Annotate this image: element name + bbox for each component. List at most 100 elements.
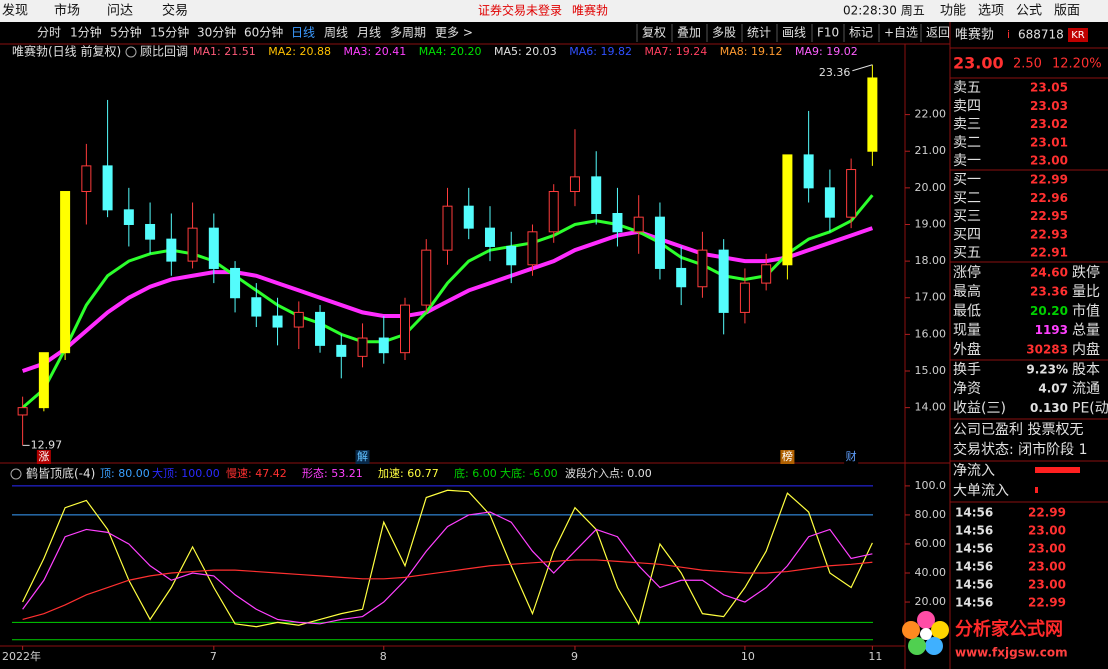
y-tick-label: 22.00	[915, 108, 947, 121]
period-tab[interactable]: 多周期	[390, 26, 426, 40]
ma-legend: MA3: 20.41	[344, 45, 407, 58]
indicator-line	[22, 489, 873, 628]
ma-legend: MA6: 19.82	[569, 45, 632, 58]
menu-item[interactable]: 版面	[1054, 4, 1080, 19]
candle-body	[81, 165, 92, 193]
indicator-legend: 波段介入点: 0.00	[565, 466, 652, 480]
order-price: 22.91	[1030, 246, 1068, 260]
menu-item[interactable]: 市场	[54, 3, 80, 19]
candle-body	[251, 297, 262, 317]
stock-badge: KR	[1071, 30, 1085, 41]
order-price: 23.00	[1030, 154, 1068, 168]
menu-item[interactable]: 选项	[978, 4, 1004, 19]
period-tab[interactable]: 周线	[324, 26, 348, 40]
event-marker[interactable]: 财	[846, 449, 857, 463]
y-tick-label: 18.00	[915, 254, 947, 267]
event-marker-box	[355, 450, 370, 464]
candle-body	[166, 238, 177, 262]
trade-price: 22.99	[1028, 506, 1066, 520]
event-marker[interactable]: 榜	[782, 449, 793, 463]
indicator-icon	[125, 46, 137, 58]
event-marker[interactable]: 解	[357, 449, 368, 463]
stat-label: 股本	[1072, 362, 1100, 378]
indicator-legend: 形态: 53.21	[302, 467, 363, 480]
stat-value: 24.60	[1030, 266, 1068, 280]
trade-price: 23.00	[1028, 524, 1066, 538]
candle-body	[591, 176, 602, 214]
tool-button[interactable]: 标记	[849, 26, 873, 40]
stat-value: 0.130	[1030, 401, 1068, 415]
tool-button[interactable]: 返回	[926, 26, 950, 40]
stat-label: 总量	[1072, 323, 1100, 339]
tool-button[interactable]: F10	[817, 26, 839, 40]
period-tab[interactable]: 5分钟	[110, 25, 142, 40]
order-price: 23.03	[1030, 99, 1068, 113]
flow-label: 净流入	[953, 463, 995, 479]
stat-value: 23.36	[1030, 285, 1068, 299]
chart-title: 唯赛勃(日线 前复权)	[12, 44, 121, 59]
ma-legend: MA5: 20.03	[494, 45, 557, 58]
indicator-name: 顾比回调	[140, 45, 188, 59]
tool-button[interactable]: 画线	[782, 26, 806, 40]
candle-body	[442, 205, 453, 251]
moving-average	[21, 194, 874, 409]
stat-label: PE(动	[1072, 400, 1108, 416]
y-tick-label: 20.00	[915, 595, 947, 608]
y-tick-label: 80.00	[915, 508, 947, 521]
price-annotation: 23.36	[819, 66, 851, 79]
y-tick-label: 14.00	[915, 401, 947, 414]
stat-label: 外盘	[953, 341, 981, 358]
tool-button[interactable]: 统计	[747, 26, 771, 40]
candle-body	[38, 352, 49, 409]
trade-note: 交易状态: 闭市阶段 1	[953, 441, 1088, 458]
indicator-legend: 慢速: 47.42	[226, 467, 287, 480]
period-tab[interactable]: 月线	[357, 26, 381, 40]
candle-body	[569, 176, 580, 193]
menu-item[interactable]: 发现	[2, 3, 28, 19]
candle-body	[803, 154, 814, 189]
y-tick-label: 60.00	[915, 537, 947, 550]
tool-button[interactable]: 复权	[642, 26, 666, 40]
tool-button[interactable]: 叠加	[677, 26, 701, 40]
y-tick-label: 17.00	[915, 291, 947, 304]
period-tab[interactable]: 15分钟	[150, 25, 189, 40]
tool-button[interactable]: 多股	[712, 26, 736, 40]
period-tab[interactable]: 60分钟	[244, 25, 283, 40]
tool-button[interactable]: +自选	[884, 26, 918, 40]
period-tab[interactable]: 1分钟	[70, 25, 102, 40]
candle-body	[612, 212, 623, 233]
trade-time: 14:56	[955, 506, 993, 520]
trade-time: 14:56	[955, 524, 993, 538]
ma-legend: MA7: 19.24	[645, 45, 708, 58]
candle-body	[336, 344, 347, 357]
period-tab[interactable]: 分时	[37, 26, 61, 40]
stat-label: 换手	[953, 361, 981, 378]
menu-item[interactable]: 交易	[162, 3, 188, 19]
candle-body	[846, 169, 857, 218]
y-tick-label: 100.0	[915, 479, 947, 492]
stat-label: 市值	[1072, 302, 1100, 319]
x-tick-label: 7	[210, 650, 217, 663]
candle-body	[102, 165, 113, 211]
period-tab[interactable]: 30分钟	[197, 25, 236, 40]
clock: 02:28:30 周五	[843, 4, 925, 18]
trade-time: 14:56	[955, 542, 993, 556]
period-tab[interactable]: 更多 >	[435, 26, 473, 40]
candle-body	[293, 311, 304, 328]
menu-item[interactable]: 功能	[940, 4, 966, 19]
stock-code: 688718	[1018, 28, 1064, 42]
candle-body	[867, 77, 878, 152]
candle-body	[60, 191, 71, 354]
menu-item[interactable]: 问达	[107, 4, 133, 19]
watermark-title: 分析家公式网	[955, 618, 1063, 640]
login-status: 证券交易未登录	[478, 3, 562, 18]
x-tick-label: 8	[380, 650, 387, 663]
order-label: 卖五	[953, 80, 981, 96]
order-price: 22.93	[1030, 227, 1068, 241]
menu-item[interactable]: 公式	[1016, 4, 1042, 19]
candle-body	[654, 216, 665, 269]
period-tab[interactable]: 日线	[291, 26, 315, 40]
event-marker[interactable]: 涨	[38, 450, 49, 463]
indicator-legend: 大顶: 100.00	[152, 466, 220, 480]
